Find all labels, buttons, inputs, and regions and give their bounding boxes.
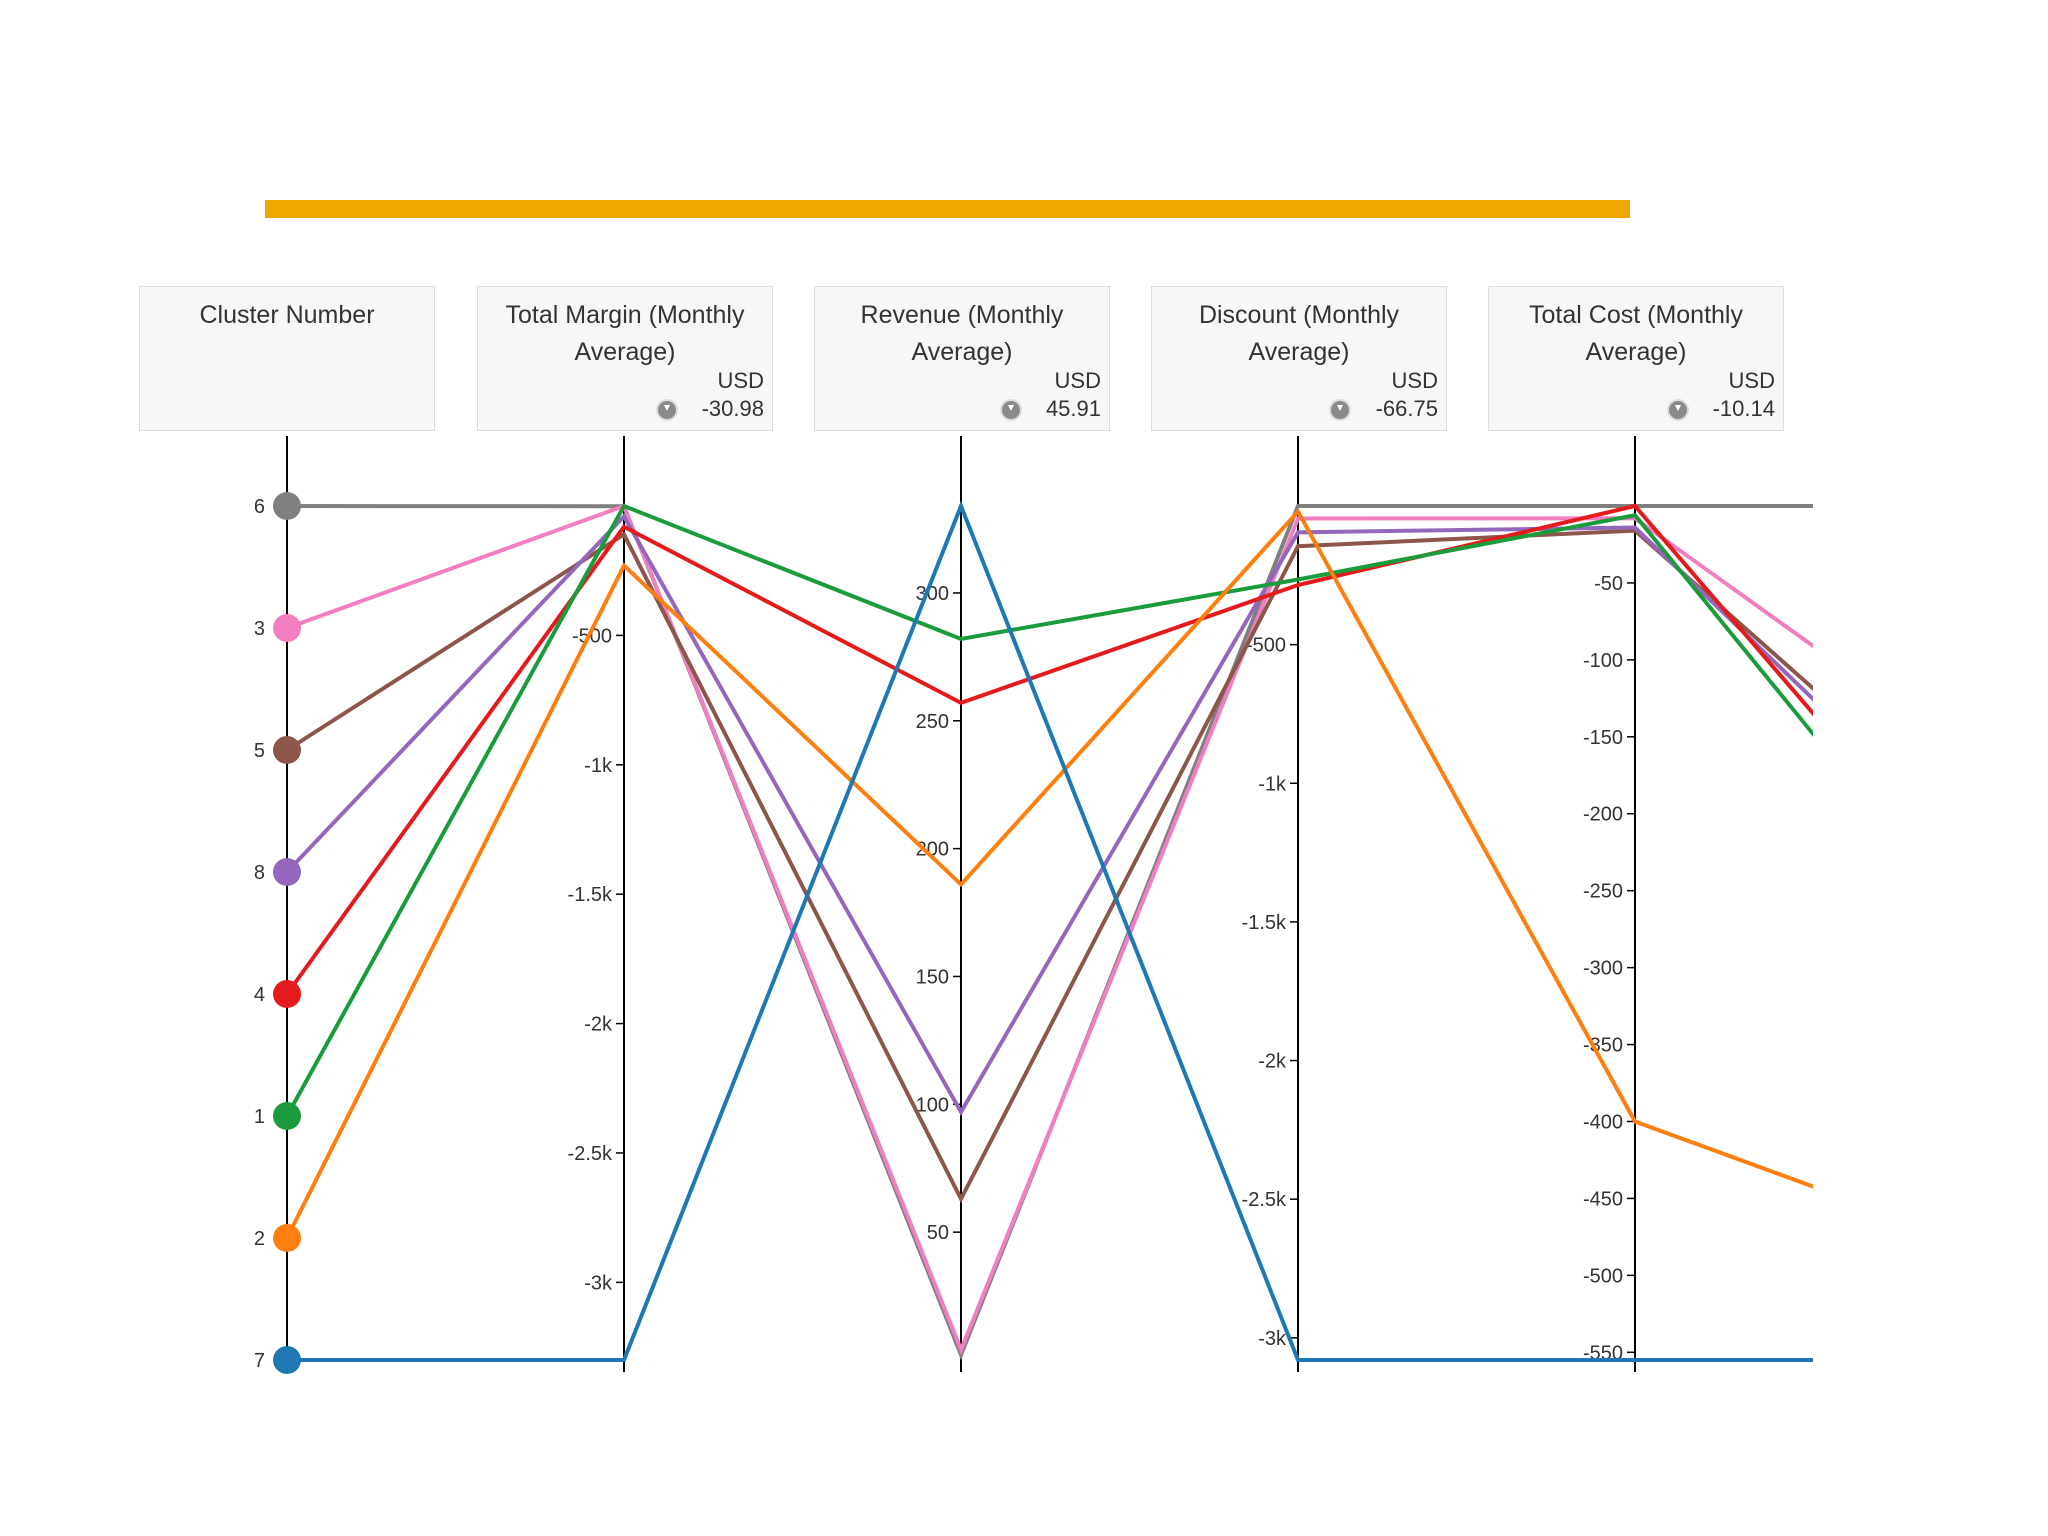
tick-label: -1.5k (1242, 912, 1287, 934)
series-line-cluster-7 (287, 500, 1813, 1362)
tick-label: 7 (254, 1350, 265, 1372)
cluster-dot-5 (273, 736, 301, 764)
axis-header-cluster-number[interactable]: Cluster Number (139, 286, 435, 431)
tick-label: -50 (1594, 573, 1623, 595)
tick-label: -3k (584, 1272, 613, 1294)
cluster-dot-1 (273, 1102, 301, 1130)
tick-label: -100 (1583, 650, 1623, 672)
series-lines (285, 500, 1813, 1362)
axis-unit: USD (1391, 368, 1438, 393)
tick-label: -1k (584, 755, 613, 777)
tick-label: 6 (254, 496, 265, 518)
tick-label: 4 (254, 984, 265, 1006)
tick-label: -350 (1583, 1035, 1623, 1057)
cluster-dot-2 (273, 1224, 301, 1252)
tick-label: -200 (1583, 804, 1623, 826)
tick-label: -2.5k (1242, 1189, 1287, 1211)
tick-label: -2k (1258, 1051, 1287, 1073)
axis-header-revenue[interactable]: Revenue (Monthly Average) USD 45.91 (814, 286, 1110, 431)
axis-filter-value: 45.91 (1045, 396, 1101, 421)
tick-label: -3k (1258, 1328, 1287, 1350)
cluster-dot-6 (273, 492, 301, 520)
cluster-dot-8 (273, 858, 301, 886)
axis-title: Discount (Monthly Average) (1198, 301, 1400, 366)
cluster-dot-3 (273, 614, 301, 642)
tick-label: -500 (572, 625, 612, 647)
tick-label: -2.5k (568, 1143, 613, 1165)
axis-header-discount[interactable]: Discount (Monthly Average) USD -66.75 (1151, 286, 1447, 431)
cluster-dot-4 (273, 980, 301, 1008)
tick-label: 150 (916, 966, 949, 988)
tick-label: 8 (254, 862, 265, 884)
axis-title: Total Cost (Monthly Average) (1529, 301, 1743, 366)
tick-label: -150 (1583, 727, 1623, 749)
tick-label: -1k (1258, 773, 1287, 795)
axis-unit: USD (717, 368, 764, 393)
axis-filter-value: -30.98 (701, 396, 764, 421)
series-line-cluster-5 (285, 528, 1813, 1204)
tick-label: -250 (1583, 881, 1623, 903)
axis-title: Revenue (Monthly Average) (860, 301, 1064, 366)
tick-label: -450 (1583, 1188, 1623, 1210)
cluster-dot-7 (273, 1346, 301, 1374)
tick-label: 300 (916, 583, 949, 605)
axis-filter-value: -66.75 (1375, 396, 1438, 421)
tick-label: -500 (1583, 1265, 1623, 1287)
tick-label: 100 (916, 1094, 949, 1116)
filter-dropdown-icon[interactable] (1329, 399, 1351, 421)
accent-bar (265, 200, 1630, 218)
series-line-cluster-1 (285, 503, 1813, 1117)
axis-filter-value: -10.14 (1712, 396, 1775, 421)
axis-title: Total Margin (Monthly Average) (505, 301, 745, 366)
axis-header-total-cost[interactable]: Total Cost (Monthly Average) USD -10.14 (1488, 286, 1784, 431)
filter-dropdown-icon[interactable] (1000, 399, 1022, 421)
tick-label: 3 (254, 618, 265, 640)
axis-title: Cluster Number (199, 301, 375, 329)
tick-label: 2 (254, 1228, 265, 1250)
tick-label: -2k (584, 1014, 613, 1036)
tick-label: -400 (1583, 1111, 1623, 1133)
tick-label: 5 (254, 740, 265, 762)
axis-header-total-margin[interactable]: Total Margin (Monthly Average) USD -30.9… (477, 286, 773, 431)
tick-label: 50 (927, 1222, 949, 1244)
tick-label: -500 (1246, 635, 1286, 657)
tick-label: -1.5k (568, 884, 613, 906)
tick-label: -300 (1583, 958, 1623, 980)
tick-label: 250 (916, 711, 949, 733)
tick-label: 200 (916, 839, 949, 861)
series-line-cluster-2 (285, 508, 1813, 1239)
filter-dropdown-icon[interactable] (656, 399, 678, 421)
tick-label: 1 (254, 1106, 265, 1128)
filter-dropdown-icon[interactable] (1667, 399, 1689, 421)
axis-unit: USD (1054, 368, 1101, 393)
axis-unit: USD (1728, 368, 1775, 393)
